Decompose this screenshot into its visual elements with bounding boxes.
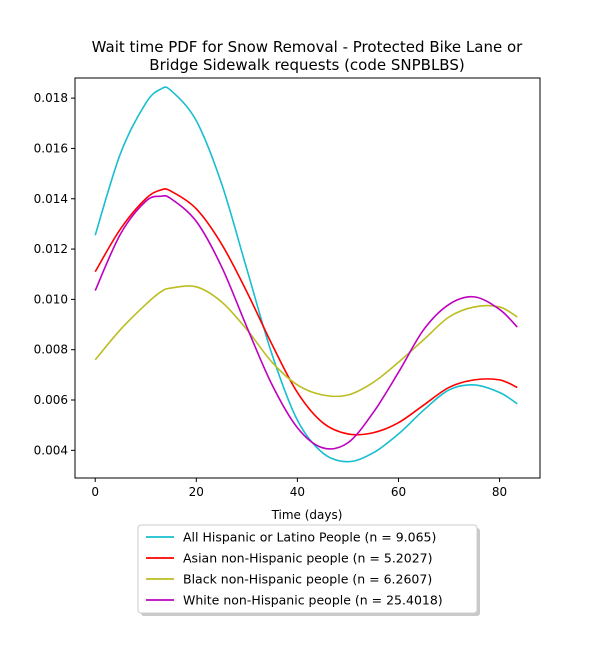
legend-label-1: Asian non-Hispanic people (n = 5.2027) [183,551,433,566]
legend-label-0: All Hispanic or Latino People (n = 9.065… [183,530,436,545]
x-tick-label: 40 [290,485,305,499]
legend-box [137,524,478,614]
x-tick-label: 60 [391,485,406,499]
series-line-2 [94,285,518,398]
x-tick-label: 0 [91,485,99,499]
y-tick-label: 0.014 [34,192,68,206]
y-tick-label: 0.008 [34,343,68,357]
series-line-3 [94,194,518,450]
chart-title-line1: Wait time PDF for Snow Removal - Protect… [92,38,524,56]
y-tick-label: 0.010 [34,292,68,306]
chart-title-line2: Bridge Sidewalk requests (code SNPBLBS) [149,56,464,74]
y-tick-label: 0.018 [34,91,68,105]
y-tick-label: 0.012 [34,242,68,256]
x-tick-label: 20 [189,485,204,499]
x-axis-ticks: 0 20 40 60 80 [91,478,507,499]
x-tick-label: 80 [492,485,507,499]
legend: All Hispanic or Latino People (n = 9.065… [137,524,480,616]
y-tick-label: 0.006 [34,393,68,407]
y-tick-label: 0.004 [34,443,68,457]
y-axis-ticks: 0.004 0.006 0.008 0.010 0.012 0.014 0.016 0.018 [34,91,75,457]
plot-lines [94,86,518,463]
legend-label-3: White non-Hispanic people (n = 25.4018) [183,593,443,608]
y-tick-label: 0.016 [34,141,68,155]
series-line-1 [94,188,518,436]
plot-frame [74,77,541,479]
legend-label-2: Black non-Hispanic people (n = 6.2607) [183,572,432,587]
x-axis-label: Time (days) [271,508,343,522]
series-line-0 [94,86,518,463]
